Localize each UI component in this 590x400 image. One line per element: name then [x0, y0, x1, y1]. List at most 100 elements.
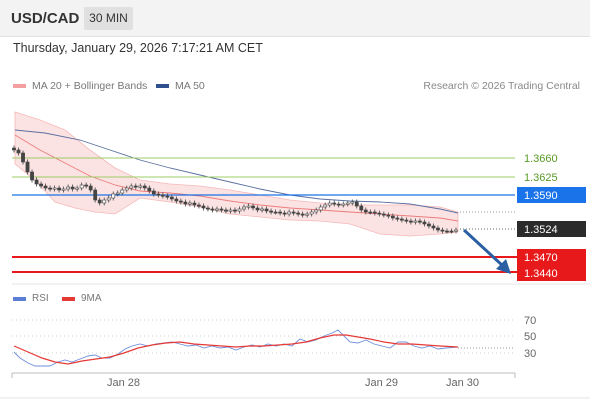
rsi-level-70: 70	[524, 315, 536, 327]
candle-body	[215, 208, 219, 211]
candle-body	[39, 183, 43, 187]
candle-body	[273, 211, 278, 214]
candle-body	[25, 161, 30, 173]
candle-body	[318, 206, 323, 211]
timeframe-button[interactable]: 30 MIN	[84, 7, 133, 30]
candle-body	[228, 209, 233, 212]
candle-body	[178, 200, 183, 203]
price-box-1-3524	[517, 221, 586, 237]
candle-body	[97, 199, 102, 204]
candle-body	[57, 187, 62, 191]
bollinger-band	[14, 111, 459, 237]
price-label-1-3625: 1.3625	[524, 172, 558, 184]
candle-body	[399, 218, 404, 221]
candle-body	[197, 204, 201, 207]
candle-body	[192, 202, 197, 206]
candle-body	[251, 205, 255, 209]
candle-body	[264, 208, 269, 212]
candle-body	[165, 195, 170, 198]
x-label-jan-30: Jan 30	[446, 377, 479, 389]
price-label-1-3440: 1.3440	[524, 268, 558, 280]
legend-rsi: RSI	[13, 293, 49, 304]
x-label-jan-29: Jan 29	[365, 377, 398, 389]
ma9-line	[13, 334, 459, 365]
candle-body	[291, 211, 296, 214]
candle-body	[187, 202, 192, 205]
candle-body	[242, 206, 246, 210]
candle-body	[138, 185, 143, 188]
candle-body	[183, 201, 188, 205]
bollinger-swatch-icon	[13, 84, 26, 88]
candle-body	[246, 205, 251, 208]
candle-body	[48, 187, 52, 190]
candle-body	[255, 207, 260, 211]
candle-body	[174, 198, 179, 202]
legend-bollinger: MA 20 + Bollinger Bands	[13, 80, 147, 92]
candle-body	[106, 197, 111, 201]
candle-body	[160, 194, 165, 197]
candle-body	[345, 202, 350, 205]
legend-ma9: 9MA	[62, 293, 102, 304]
candlesticks	[12, 145, 458, 234]
candle-body	[359, 205, 364, 211]
candle-body	[233, 209, 237, 212]
candle-body	[79, 184, 84, 189]
candle-body	[84, 184, 89, 187]
ma50-swatch-icon	[156, 84, 169, 88]
legend-ma9-label: 9MA	[81, 293, 102, 304]
candle-body	[88, 185, 93, 191]
candle-body	[169, 196, 174, 200]
candle-body	[16, 149, 21, 154]
candle-body	[431, 225, 436, 229]
rsi-line	[13, 329, 459, 367]
candle-body	[327, 202, 332, 206]
candle-body	[314, 209, 319, 213]
candle-body	[147, 187, 152, 192]
price-box-1-3440	[517, 265, 586, 281]
forecast-arrow-icon	[462, 228, 511, 274]
candle-body	[133, 185, 138, 188]
candle-body	[111, 193, 116, 199]
candle-body	[350, 201, 355, 204]
candle-body	[296, 212, 301, 215]
x-label-jan-28: Jan 28	[107, 377, 140, 389]
datetime-label: Thursday, January 29, 2026 7:17:21 AM CE…	[13, 41, 263, 55]
chart-header: USD/CAD 30 MIN	[0, 0, 590, 37]
legend-ma50-label: MA 50	[175, 80, 205, 92]
legend-bollinger-label: MA 20 + Bollinger Bands	[32, 80, 148, 92]
candle-body	[422, 221, 427, 225]
candle-body	[75, 187, 80, 190]
candle-body	[142, 185, 147, 189]
candle-body	[201, 205, 206, 209]
rsi-level-30: 30	[524, 348, 536, 360]
candle-body	[323, 204, 328, 208]
candle-body	[219, 208, 224, 211]
candle-body	[436, 227, 440, 231]
price-box-1-3470	[517, 249, 586, 265]
candle-body	[129, 185, 134, 189]
candle-body	[336, 203, 341, 206]
candle-body	[12, 147, 16, 151]
price-label-1-3470: 1.3470	[524, 252, 558, 264]
candle-body	[363, 209, 368, 213]
candle-body	[445, 230, 449, 233]
candle-body	[413, 220, 418, 223]
candle-body	[21, 152, 25, 163]
candle-body	[124, 187, 129, 191]
candle-body	[404, 219, 409, 222]
candle-body	[237, 208, 242, 212]
symbol-title: USD/CAD	[11, 10, 80, 27]
ma9-swatch-icon	[62, 296, 75, 301]
legend-rsi-label: RSI	[32, 293, 49, 304]
candle-body	[440, 229, 445, 232]
candle-body	[395, 217, 400, 220]
candle-body	[377, 212, 382, 215]
candle-body	[206, 207, 210, 210]
candle-body	[381, 213, 386, 216]
price-label-1-3590: 1.3590	[524, 190, 558, 202]
candle-body	[115, 192, 120, 195]
price-label-1-3660: 1.3660	[524, 153, 558, 165]
candle-body	[34, 179, 39, 185]
candle-body	[386, 214, 391, 217]
ma50-line	[14, 129, 459, 214]
